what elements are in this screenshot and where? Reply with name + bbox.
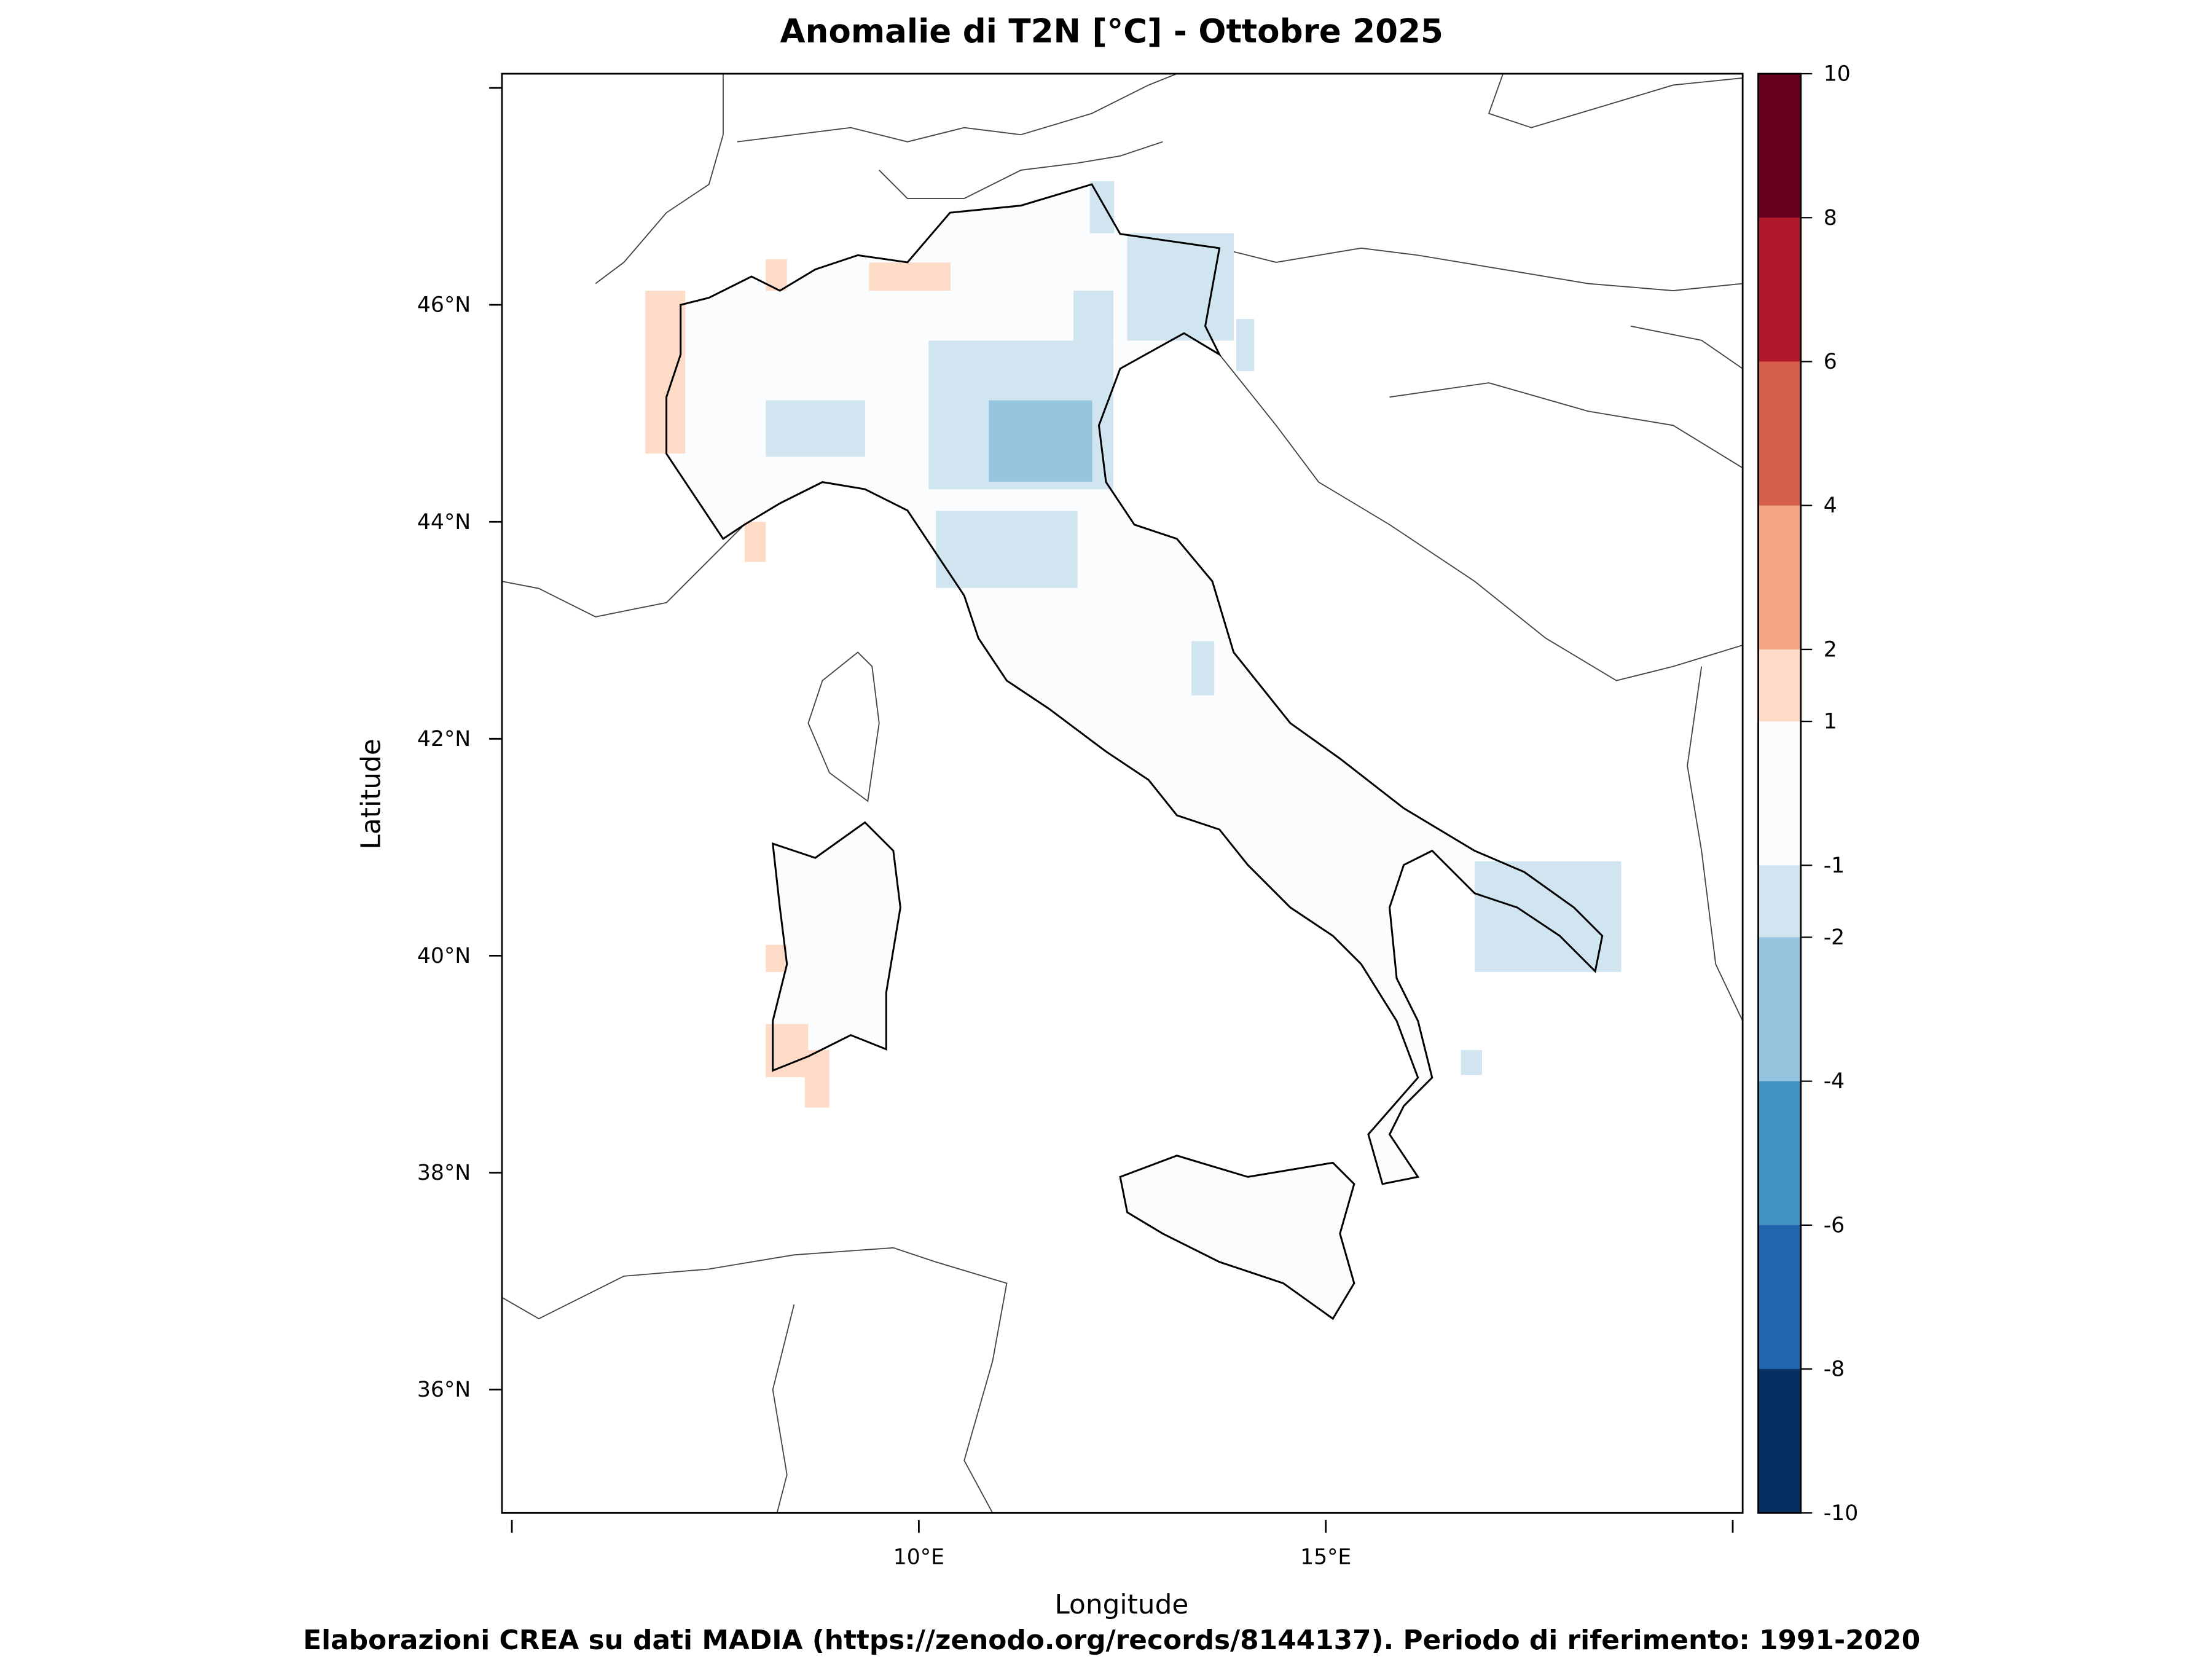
- anomaly-cell: [1475, 861, 1622, 972]
- colorbar-swatch: [1758, 937, 1801, 1082]
- country-border: [737, 73, 1177, 143]
- colorbar-swatch: [1758, 1225, 1801, 1370]
- colorbar-swatch: [1758, 218, 1801, 363]
- anomaly-cell: [804, 1049, 830, 1108]
- anomaly-cell: [1127, 233, 1234, 341]
- colorbar-swatch: [1758, 361, 1801, 506]
- colorbar-swatch: [1758, 1081, 1801, 1226]
- anomaly-cell: [744, 522, 766, 562]
- country-border: [1219, 247, 1743, 292]
- colorbar-frame: [1757, 73, 1802, 1514]
- y-axis: 36°N 38°N 40°N 42°N 44°N 46°N: [417, 87, 502, 1402]
- colorbar: 10 8 6 4 2 1 -1 -2 -4 -6 -8 -10: [1757, 62, 1859, 1526]
- anomaly-cell: [989, 400, 1092, 482]
- y-tick-label: 46°N: [417, 293, 471, 318]
- country-border: [1687, 666, 1743, 1021]
- colorbar-tick-label: -10: [1824, 1501, 1859, 1526]
- corsica-coastline: [807, 651, 880, 802]
- anomaly-cell: [1236, 319, 1255, 371]
- colorbar-tick-label: 2: [1824, 637, 1837, 662]
- country-border: [879, 141, 1163, 199]
- x-axis-label: Longitude: [1054, 1589, 1188, 1620]
- anomaly-cell: [1073, 291, 1113, 341]
- y-tick-label: 42°N: [417, 727, 471, 751]
- country-border: [772, 1304, 795, 1513]
- colorbar-tick-label: -1: [1824, 853, 1845, 878]
- colorbar-tick-label: 6: [1824, 350, 1837, 374]
- italy-coastline: [665, 183, 1604, 1185]
- y-tick-label: 40°N: [417, 944, 471, 968]
- y-tick-label: 38°N: [417, 1161, 471, 1185]
- anomaly-cell: [1191, 641, 1215, 696]
- sardinia-land: [772, 822, 901, 1071]
- colorbar-swatch: [1758, 74, 1801, 219]
- colorbar-swatch: [1758, 505, 1801, 651]
- anomaly-cell: [1089, 181, 1115, 233]
- colorbar-tick-label: -8: [1824, 1357, 1845, 1382]
- colorbar-tick-label: 1: [1824, 710, 1837, 734]
- country-border: [501, 524, 745, 618]
- sicily-coastline: [1119, 1155, 1355, 1320]
- plot-frame: [501, 73, 1744, 1514]
- anomaly-cell: [766, 944, 787, 972]
- y-tick-label: 44°N: [417, 510, 471, 535]
- sicily-land: [1120, 1155, 1354, 1319]
- anomaly-cell: [1461, 1049, 1483, 1075]
- anomaly-cell: [869, 262, 951, 291]
- y-tick-label: 36°N: [417, 1378, 471, 1402]
- footer-note: Elaborazioni CREA su dati MADIA (https:/…: [303, 1625, 1920, 1656]
- country-border: [1389, 382, 1743, 469]
- sardinia-coastline: [771, 821, 901, 1072]
- map-plot-area: [501, 73, 1744, 1514]
- x-tick-label: 15°E: [1300, 1545, 1351, 1569]
- colorbar-swatch: [1758, 1369, 1801, 1514]
- italy-land: [666, 184, 1602, 1184]
- country-border: [1630, 325, 1743, 369]
- country-border: [501, 1247, 1008, 1513]
- anomaly-cell: [645, 291, 686, 454]
- colorbar-swatch: [1758, 721, 1801, 866]
- country-border: [1488, 73, 1743, 128]
- y-axis-label: Latitude: [355, 739, 386, 849]
- chart-title: Anomalie di T2N [°C] - Ottobre 2025: [780, 12, 1443, 50]
- colorbar-tick-label: -6: [1824, 1213, 1845, 1237]
- colorbar-tick-label: 10: [1824, 62, 1851, 87]
- x-axis: 10°E 15°E: [511, 1520, 1734, 1569]
- colorbar-swatch: [1758, 649, 1801, 723]
- colorbar-tick-label: 4: [1824, 493, 1837, 518]
- country-border: [595, 73, 724, 284]
- colorbar-tick-label: 8: [1824, 206, 1837, 230]
- anomaly-cell: [936, 511, 1078, 588]
- colorbar-tick-label: -4: [1824, 1069, 1845, 1094]
- colorbar-swatch: [1758, 865, 1801, 938]
- anomaly-cell: [766, 400, 865, 457]
- country-border: [1218, 354, 1743, 681]
- x-tick-label: 10°E: [893, 1545, 944, 1569]
- colorbar-tick-label: -2: [1824, 925, 1845, 950]
